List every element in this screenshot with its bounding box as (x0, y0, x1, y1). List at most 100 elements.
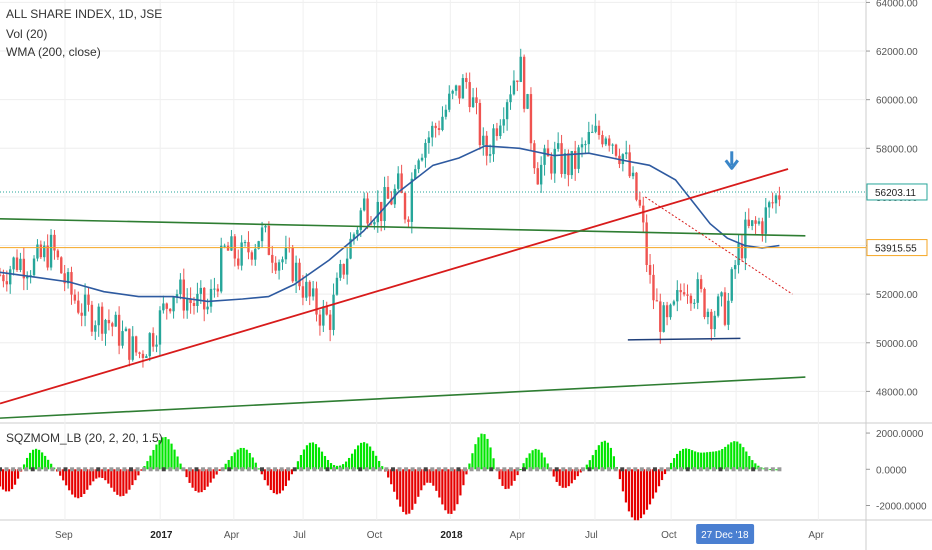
momentum-bar (465, 469, 468, 475)
momentum-bar (468, 463, 471, 470)
volume-legend: Vol (20) (6, 27, 48, 41)
squeeze-dot (364, 467, 369, 472)
candle-body (563, 153, 567, 174)
candle-body (448, 93, 451, 110)
candle-body (567, 153, 570, 176)
squeeze-dot (685, 467, 690, 472)
squeeze-dot (142, 467, 147, 472)
candle-body (206, 306, 209, 310)
momentum-bar (95, 469, 98, 479)
time-axis: Sep 2017 Apr Jul Oct 2018 Apr Jul Oct 27 Dec '18 A… (55, 524, 825, 544)
candle-body (703, 288, 706, 318)
momentum-bar (137, 469, 140, 476)
candle-body (764, 207, 767, 234)
momentum-bar (107, 469, 110, 484)
candle-body (390, 198, 393, 205)
momentum-bar (308, 442, 312, 470)
candle-body (240, 242, 243, 266)
candle-body (655, 300, 659, 302)
candle-body (414, 169, 417, 179)
candle-body (83, 294, 87, 316)
momentum-bar (624, 469, 628, 503)
candle-body (220, 245, 223, 292)
momentum-bar (531, 450, 534, 470)
candle-body (301, 286, 305, 298)
candle-body (468, 82, 471, 108)
candle-body (410, 178, 414, 222)
support-line (627, 337, 741, 341)
tick-label-x: Apr (808, 530, 824, 541)
momentum-bar (0, 469, 2, 487)
momentum-bar (393, 469, 396, 492)
candle-body (43, 245, 46, 258)
momentum-bar (423, 469, 426, 486)
momentum-bar (233, 452, 236, 470)
candle-body (230, 236, 233, 251)
momentum-bar (654, 469, 658, 493)
squeeze-dot (30, 467, 35, 472)
candle-body (778, 195, 781, 200)
candle-body (543, 148, 546, 165)
squeeze-dot (371, 467, 376, 472)
squeeze-dot (580, 467, 585, 472)
momentum-bar (606, 442, 609, 470)
candle-body (56, 250, 60, 258)
candle-body (26, 276, 29, 279)
candle-body (737, 243, 740, 266)
squeeze-dot (299, 467, 304, 472)
squeeze-dot (666, 467, 671, 472)
candle-body (621, 154, 625, 165)
squeeze-dot (89, 467, 94, 472)
momentum-bar (68, 469, 71, 491)
squeeze-dot (600, 467, 605, 472)
momentum-bar (486, 438, 489, 470)
candle-body (100, 306, 104, 334)
candle-body (536, 168, 539, 185)
candle-body (134, 336, 138, 353)
squeeze-dot (692, 467, 697, 472)
candle-body (49, 234, 53, 268)
candle-body (185, 299, 189, 311)
squeeze-dot (757, 467, 762, 472)
candle-body (199, 287, 203, 294)
candle-body (550, 156, 553, 174)
momentum-bar (101, 469, 104, 479)
tick-label-y: 60000.00 (876, 96, 918, 107)
squeeze-dot (764, 467, 769, 472)
momentum-bar (657, 469, 661, 487)
momentum-bar (44, 455, 47, 470)
momentum-bar (642, 469, 646, 515)
candle-body (573, 150, 577, 169)
momentum-bar (561, 469, 564, 488)
candle-body (352, 234, 356, 239)
momentum-bar (134, 469, 137, 481)
squeeze-dot (128, 467, 133, 472)
candle-body (424, 142, 427, 158)
candle-body (339, 264, 342, 278)
candle-body (172, 296, 175, 312)
momentum-bar (357, 445, 360, 470)
candle-body (761, 221, 764, 234)
momentum-bar (344, 461, 348, 470)
candle-body (608, 138, 611, 146)
candle-body (672, 301, 676, 305)
squeeze-dot (338, 467, 343, 472)
green-trendline (0, 376, 806, 419)
candle-body (482, 135, 485, 146)
squeeze-dot (240, 467, 245, 472)
squeeze-dot (770, 467, 775, 472)
candle-body (369, 223, 373, 225)
momentum-bar (402, 469, 405, 512)
candle-body (451, 90, 454, 94)
candle-body (63, 273, 66, 284)
squeeze-dot (607, 467, 612, 472)
momentum-bar (678, 450, 682, 470)
tick-label-x: Apr (224, 530, 240, 541)
momentum-bar (305, 445, 309, 470)
candle-body (699, 279, 703, 289)
candle-body (325, 306, 328, 315)
momentum-bar (80, 469, 83, 498)
momentum-bar (254, 462, 257, 470)
squeeze-dot (181, 467, 186, 472)
